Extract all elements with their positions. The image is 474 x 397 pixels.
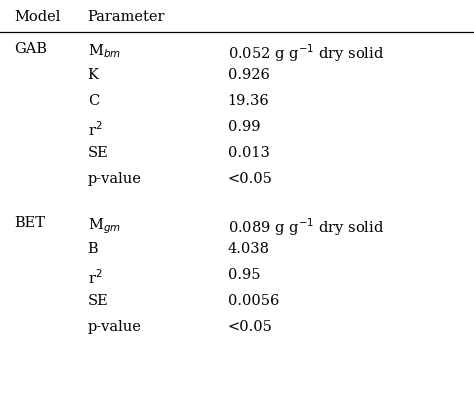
Text: B: B (88, 242, 98, 256)
Text: M$_{bm}$: M$_{bm}$ (88, 42, 120, 60)
Text: 0.99: 0.99 (228, 120, 260, 134)
Text: Parameter: Parameter (88, 10, 165, 24)
Text: K: K (88, 68, 99, 82)
Text: <0.05: <0.05 (228, 320, 273, 334)
Text: r$^{2}$: r$^{2}$ (88, 120, 102, 139)
Text: 4.038: 4.038 (228, 242, 270, 256)
Text: 0.0056: 0.0056 (228, 294, 279, 308)
Text: 19.36: 19.36 (228, 94, 269, 108)
Text: 0.089 g g$^{-1}$ dry solid: 0.089 g g$^{-1}$ dry solid (228, 216, 383, 238)
Text: GAB: GAB (14, 42, 47, 56)
Text: C: C (88, 94, 99, 108)
Text: M$_{gm}$: M$_{gm}$ (88, 216, 120, 235)
Text: SE: SE (88, 294, 109, 308)
Text: 0.95: 0.95 (228, 268, 260, 282)
Text: 0.926: 0.926 (228, 68, 269, 82)
Text: SE: SE (88, 146, 109, 160)
Text: p-value: p-value (88, 172, 142, 186)
Text: p-value: p-value (88, 320, 142, 334)
Text: r$^{2}$: r$^{2}$ (88, 268, 102, 287)
Text: <0.05: <0.05 (228, 172, 273, 186)
Text: BET: BET (14, 216, 45, 230)
Text: 0.013: 0.013 (228, 146, 269, 160)
Text: Model: Model (14, 10, 61, 24)
Text: 0.052 g g$^{-1}$ dry solid: 0.052 g g$^{-1}$ dry solid (228, 42, 383, 64)
